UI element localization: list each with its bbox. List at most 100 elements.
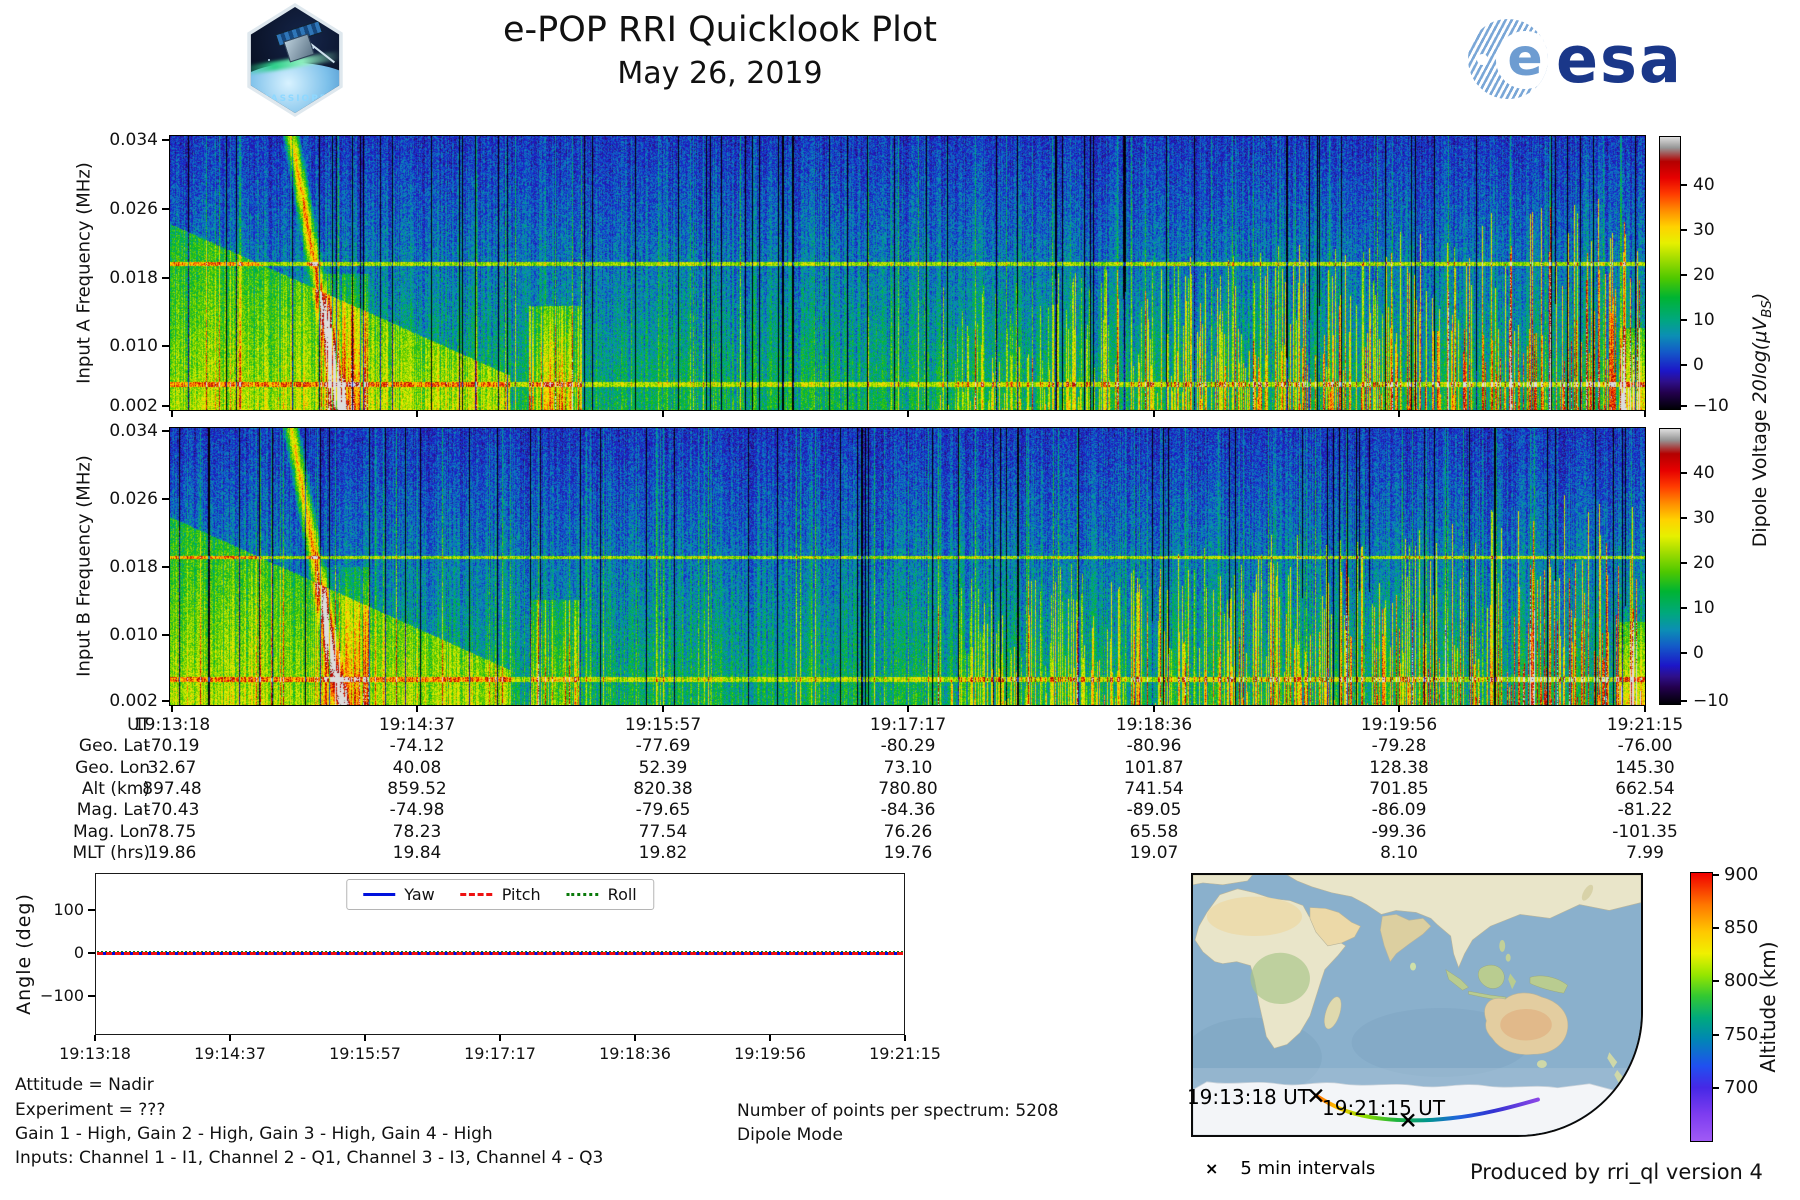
cassiope-label: CASSIOPE xyxy=(262,94,328,104)
legend-label: Pitch xyxy=(501,885,541,904)
x-marker-icon: × xyxy=(1205,1159,1219,1178)
angle-ytick-label: 0 xyxy=(73,943,84,962)
angle-ytick-label: 100 xyxy=(53,900,84,919)
cbar-tick-label: 30 xyxy=(1693,220,1715,240)
world-map-svg xyxy=(1193,875,1641,1135)
ephemeris-cell: 128.38 xyxy=(1369,757,1429,778)
ephemeris-cell: 19:14:37 xyxy=(378,715,456,735)
annotation-text: Experiment = ??? xyxy=(15,1100,166,1120)
freq-ytick-label: 0.002 xyxy=(109,396,158,416)
ephemeris-cell: 19.82 xyxy=(638,842,688,863)
legend-item-pitch: Pitch xyxy=(460,885,541,904)
ephemeris-cell: 73.10 xyxy=(883,757,933,778)
legend-item-yaw: Yaw xyxy=(363,885,435,904)
ephemeris-row-label: Geo. Lat xyxy=(78,736,150,757)
cbar-tick-mark xyxy=(1681,364,1687,366)
freq-ytick-mark xyxy=(162,277,169,279)
legend-label: Roll xyxy=(607,885,637,904)
annotation-text: Number of points per spectrum: 5208 xyxy=(737,1101,1059,1121)
alt-cbar-tick-mark xyxy=(1713,1034,1719,1036)
cbar-tick-label: 30 xyxy=(1693,508,1715,528)
plot-date: May 26, 2019 xyxy=(617,56,823,91)
ephemeris-cell: 820.38 xyxy=(633,778,693,799)
ephemeris-cell: 101.87 xyxy=(1124,757,1184,778)
cbar-tick-label: 10 xyxy=(1693,310,1715,330)
roll-line-sample xyxy=(566,893,599,896)
esa-e-glyph: e xyxy=(1507,28,1543,88)
freq-ytick-label: 0.026 xyxy=(109,489,158,509)
angle-xtick-label: 19:15:57 xyxy=(329,1044,401,1063)
alt-cbar-tick-label: 800 xyxy=(1724,970,1759,991)
spectrogram-b-canvas xyxy=(170,428,1645,705)
ephemeris-cell: -76.00 xyxy=(1617,736,1673,757)
ephemeris-cell: -80.29 xyxy=(880,736,936,757)
cbar-tick-mark xyxy=(1681,517,1687,519)
freq-ytick-label: 0.034 xyxy=(109,421,158,441)
freq-ytick-label: 0.034 xyxy=(109,130,158,150)
ephemeris-cell: -74.98 xyxy=(389,800,445,821)
ephemeris-cell: 19:18:36 xyxy=(1115,715,1193,735)
angle-xtick-mark xyxy=(94,1035,96,1041)
angle-xtick-mark xyxy=(364,1035,366,1041)
angle-xtick-mark xyxy=(769,1035,771,1041)
ephemeris-cell: 78.23 xyxy=(392,821,442,842)
ground-track-map xyxy=(1191,873,1643,1137)
dipole-colorbar-a xyxy=(1659,136,1681,410)
legend-item-roll: Roll xyxy=(566,885,637,904)
cbar-tick-mark xyxy=(1681,319,1687,321)
ephemeris-cell: -79.65 xyxy=(635,800,691,821)
ephemeris-row-label: Mag. Lat xyxy=(76,800,150,821)
yaw-line-sample xyxy=(363,893,396,896)
ephemeris-cell: 19:21:15 xyxy=(1606,715,1684,735)
cbar-tick-label: 0 xyxy=(1693,355,1704,375)
freq-xtick-mark xyxy=(1398,411,1400,417)
freq-ytick-label: 0.010 xyxy=(109,336,158,356)
ephemeris-cell: 65.58 xyxy=(1129,821,1179,842)
ephemeris-cell: 76.26 xyxy=(883,821,933,842)
angle-ytick-mark xyxy=(88,995,95,997)
ephemeris-cell: 662.54 xyxy=(1615,778,1675,799)
alt-cbar-tick-label: 850 xyxy=(1724,917,1759,938)
angle-xtick-label: 19:21:15 xyxy=(869,1044,941,1063)
angle-xtick-label: 19:14:37 xyxy=(194,1044,266,1063)
freq-xtick-mark xyxy=(171,411,173,417)
angle-xtick-label: 19:13:18 xyxy=(59,1044,131,1063)
cbar-tick-label: 20 xyxy=(1693,265,1715,285)
alt-cbar-tick-mark xyxy=(1713,927,1719,929)
annotation-text: Attitude = Nadir xyxy=(15,1075,154,1095)
ephemeris-cell: 19.07 xyxy=(1129,842,1179,863)
annotation-text: Dipole Mode xyxy=(737,1125,843,1145)
alt-cbar-tick-mark xyxy=(1713,980,1719,982)
esa-wordmark: esa xyxy=(1556,20,1683,98)
ephemeris-cell: 780.80 xyxy=(878,778,938,799)
cbar-tick-label: 20 xyxy=(1693,553,1715,573)
cbar-tick-mark xyxy=(1681,229,1687,231)
cbar-tick-mark xyxy=(1681,700,1687,702)
freq-ytick-mark xyxy=(162,139,169,141)
cbar-tick-mark xyxy=(1681,405,1687,407)
cbar-tick-mark xyxy=(1681,274,1687,276)
freq-ytick-label: 0.026 xyxy=(109,199,158,219)
freq-xtick-mark xyxy=(1398,706,1400,712)
freq-ytick-label: 0.010 xyxy=(109,625,158,645)
angle-xtick-label: 19:19:56 xyxy=(734,1044,806,1063)
ephemeris-cell: -74.12 xyxy=(389,736,445,757)
ephemeris-cell: 19.76 xyxy=(883,842,933,863)
ephemeris-cell: 859.52 xyxy=(387,778,447,799)
freq-ytick-mark xyxy=(162,430,169,432)
angle-ytick-mark xyxy=(88,952,95,954)
ephemeris-cell: 701.85 xyxy=(1369,778,1429,799)
ephemeris-cell: 145.30 xyxy=(1615,757,1675,778)
alt-cbar-tick-mark xyxy=(1713,1087,1719,1089)
angle-ytick-mark xyxy=(88,909,95,911)
altitude-colorbar-label: Altitude (km) xyxy=(1756,941,1780,1073)
ground-track-path xyxy=(1313,1093,1540,1123)
ephemeris-cell: 19:17:17 xyxy=(869,715,947,735)
freq-ytick-label: 0.018 xyxy=(109,557,158,577)
freq-xtick-mark xyxy=(1644,411,1646,417)
ephemeris-cell: 32.67 xyxy=(147,757,197,778)
freq-ytick-mark xyxy=(162,345,169,347)
ephemeris-cell: 40.08 xyxy=(392,757,442,778)
alt-cbar-tick-label: 900 xyxy=(1724,864,1759,885)
annotation-text: Gain 1 - High, Gain 2 - High, Gain 3 - H… xyxy=(15,1124,493,1144)
